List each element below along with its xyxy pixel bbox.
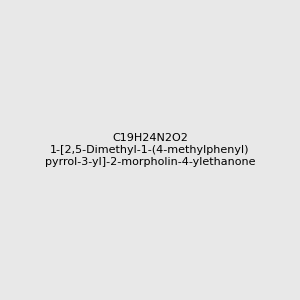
Text: C19H24N2O2
1-[2,5-Dimethyl-1-(4-methylphenyl)
pyrrol-3-yl]-2-morpholin-4-ylethan: C19H24N2O2 1-[2,5-Dimethyl-1-(4-methylph… — [45, 134, 255, 166]
